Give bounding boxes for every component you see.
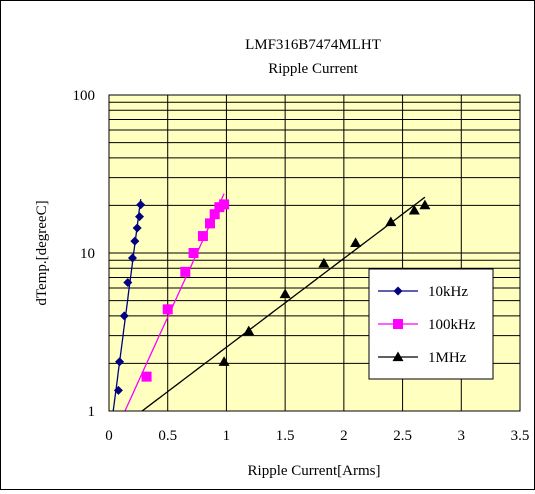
x-tick-label: 1: [223, 428, 231, 444]
data-point-diamond: [123, 278, 133, 288]
x-tick-label: 3.5: [511, 428, 530, 444]
data-point-diamond: [127, 253, 137, 263]
x-tick-label: 0.5: [158, 428, 177, 444]
data-point-triangle: [392, 351, 404, 362]
series-line-10kHz: [112, 199, 142, 412]
data-point-square: [188, 248, 199, 258]
legend-label: 1MHz: [428, 350, 467, 366]
series-lines: [112, 193, 426, 412]
x-axis-label: Ripple Current[Arms]: [248, 463, 381, 479]
data-point-square: [209, 209, 220, 220]
data-point-triangle: [385, 216, 397, 227]
x-tick-label: 2: [340, 428, 348, 444]
data-point-diamond: [130, 236, 140, 246]
data-point-square: [393, 319, 403, 329]
data-point-triangle: [243, 325, 255, 336]
data-point-triangle: [218, 356, 230, 366]
x-tick-label: 0: [105, 428, 113, 444]
data-point-triangle: [419, 199, 431, 210]
data-point-square: [219, 199, 230, 210]
chart-subtitle: Ripple Current: [268, 61, 358, 77]
data-point-diamond: [119, 311, 129, 321]
legend-label: 10kHz: [428, 284, 468, 300]
legend-label: 100kHz: [428, 317, 476, 333]
data-point-square: [180, 266, 191, 277]
data-point-square: [204, 218, 215, 229]
x-tick-label: 1.5: [276, 428, 295, 444]
x-tick-labels: 0 0.5 1 1.5 2 2.5 3 3.5: [105, 428, 529, 444]
legend: 10kHz 100kHz 1MHz: [368, 268, 494, 380]
data-point-diamond: [136, 200, 146, 210]
y-tick-label: 10: [80, 246, 95, 262]
data-point-triangle: [408, 204, 420, 215]
plot-border: [108, 94, 521, 412]
series-line-1MHz: [141, 196, 426, 412]
data-point-diamond: [393, 286, 403, 296]
data-point-square: [141, 371, 152, 382]
y-tick-label: 1: [88, 404, 96, 420]
data-point-triangle: [318, 257, 330, 268]
data-point-diamond: [132, 223, 142, 233]
x-tick-label: 3: [458, 428, 466, 444]
chart-title: LMF316B7474MLHT: [245, 37, 381, 53]
series-markers: [113, 199, 431, 395]
data-point-square: [197, 231, 208, 242]
x-tick-label: 2.5: [393, 428, 412, 444]
data-point-diamond: [115, 357, 125, 367]
y-tick-labels: 1 10 100: [73, 88, 96, 420]
series-line-100kHz: [124, 193, 225, 412]
data-point-triangle: [350, 237, 362, 247]
data-point-triangle: [279, 288, 291, 299]
y-tick-label: 100: [73, 88, 96, 104]
data-point-square: [162, 304, 173, 315]
y-axis-label: dTemp.[degreeC]: [34, 200, 50, 305]
data-point-diamond: [135, 212, 145, 222]
data-point-diamond: [113, 385, 123, 395]
